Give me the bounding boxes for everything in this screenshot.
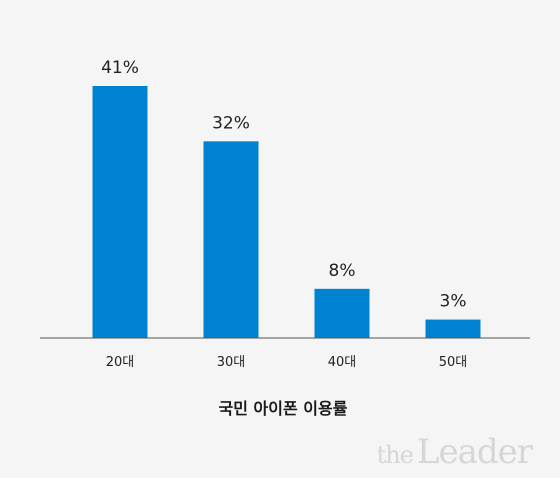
bar-30대 [203,141,259,338]
watermark-logo: the Leader [376,432,533,472]
x-tick-labels-layer: 20대 30대 40대 50대 [106,355,468,370]
value-label-30대: 32% [212,113,250,133]
chart-title: 국민 아이폰 이용률 [219,399,348,418]
watermark-brand: Leader [416,432,533,472]
bars-layer [92,86,481,338]
bar-20대 [92,86,148,338]
x-tick-label-40대: 40대 [328,355,357,370]
x-tick-label-30대: 30대 [217,355,246,370]
value-label-40대: 8% [329,261,356,281]
watermark-prefix: the [376,441,414,469]
value-labels-layer: 41% 32% 8% 3% [101,58,466,312]
value-label-50대: 3% [440,292,467,312]
bar-40대 [314,288,370,338]
x-tick-label-50대: 50대 [439,355,468,370]
value-label-20대: 41% [101,58,139,78]
x-tick-label-20대: 20대 [106,355,135,370]
bar-50대 [425,319,481,338]
